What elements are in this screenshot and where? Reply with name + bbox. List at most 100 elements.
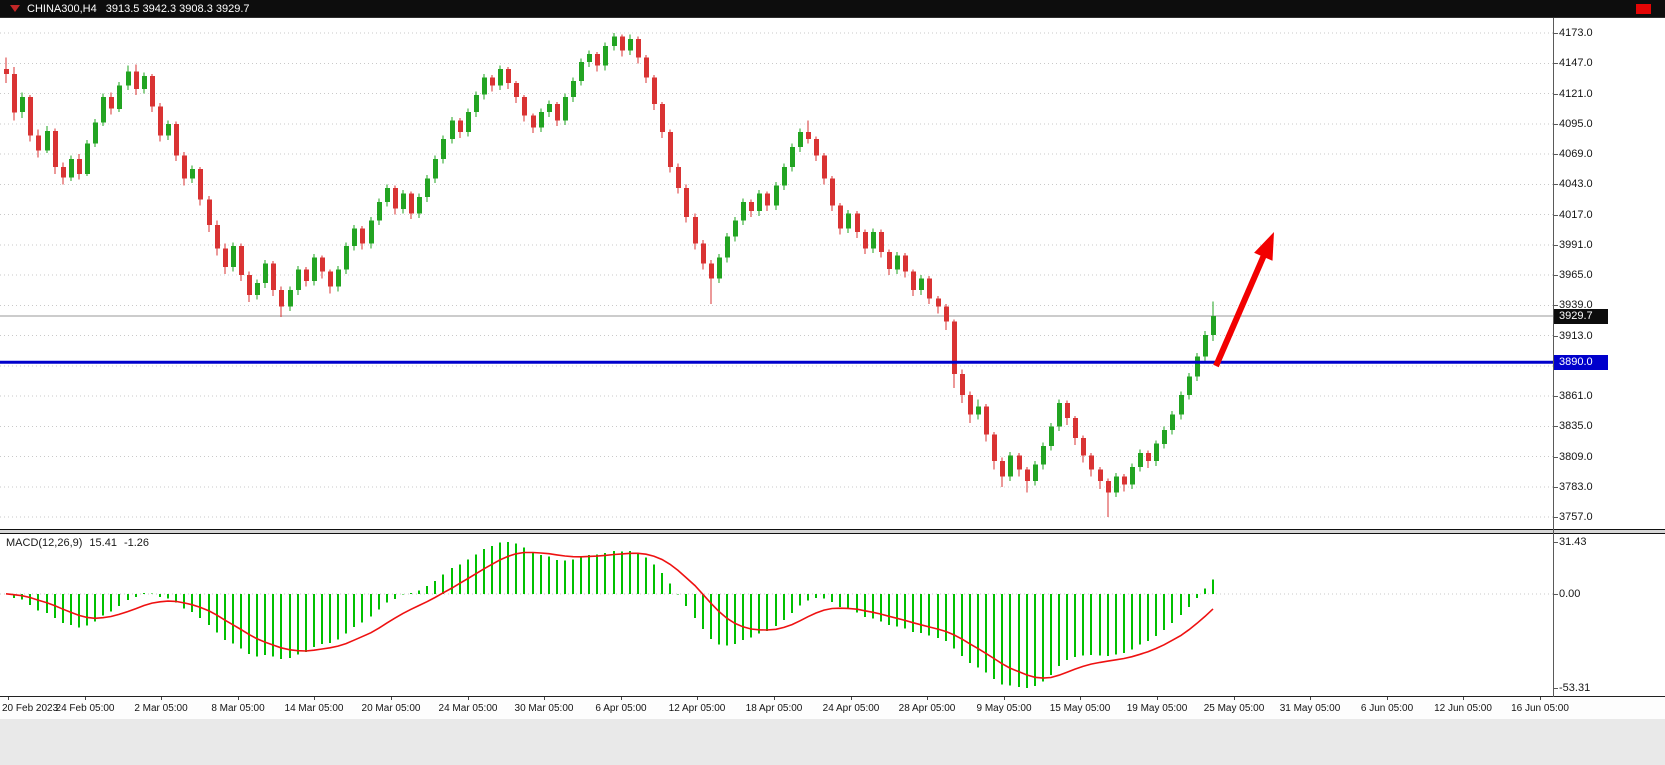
time-axis-label: 24 Feb 05:00: [55, 703, 115, 714]
up-trend-arrow[interactable]: [1213, 232, 1274, 368]
current-price-tag: 3929.7: [1554, 309, 1608, 324]
price-axis-label: 3913.0: [1559, 330, 1593, 342]
time-axis-label: 6 Apr 05:00: [595, 703, 647, 714]
macd-name-label: MACD(12,26,9): [6, 537, 83, 549]
time-axis-label: 9 May 05:00: [976, 703, 1032, 714]
price-tick: [1553, 215, 1558, 216]
time-axis-label: 25 May 05:00: [1203, 703, 1265, 714]
price-tick: [1553, 94, 1558, 95]
time-axis-label: 19 May 05:00: [1126, 703, 1188, 714]
grid-lines: [0, 32, 1553, 518]
price-tick: [1553, 396, 1558, 397]
price-tick: [1553, 63, 1558, 64]
time-tick: [851, 697, 852, 700]
time-tick: [697, 697, 698, 700]
macd-indicator-label: MACD(12,26,9) 15.41 -1.26: [6, 537, 156, 549]
macd-indicator-panel[interactable]: [0, 534, 1553, 696]
price-axis-label: 4069.0: [1559, 148, 1593, 160]
price-tick: [1553, 426, 1558, 427]
time-tick: [544, 697, 545, 700]
macd-signal-line: [5, 551, 1214, 679]
price-axis-label: 3835.0: [1559, 420, 1593, 432]
time-axis-label: 24 Mar 05:00: [438, 703, 498, 714]
time-axis-label: 14 Mar 05:00: [284, 703, 344, 714]
symbol-dropdown-icon[interactable]: [10, 5, 20, 12]
candlestick-chart[interactable]: [0, 18, 1553, 529]
candles: [4, 33, 1216, 517]
time-tick: [1463, 697, 1464, 700]
time-axis-label: 28 Apr 05:00: [898, 703, 956, 714]
macd-histogram: [13, 542, 1214, 688]
time-axis[interactable]: 20 Feb 2023 24 Feb 05:00 2 Mar 05:00 8 Mar …: [0, 697, 1665, 719]
chart-title-bar: CHINA300,H4 3913.5 3942.3 3908.3 3929.7: [0, 0, 1665, 18]
macd-chart[interactable]: [0, 534, 1553, 696]
time-tick: [927, 697, 928, 700]
time-axis-label: 12 Apr 05:00: [668, 703, 726, 714]
time-axis-label: 20 Feb 2023: [2, 703, 59, 714]
price-axis-label: 4173.0: [1559, 27, 1593, 39]
price-axis-label: 4095.0: [1559, 118, 1593, 130]
price-tick: [1553, 154, 1558, 155]
time-tick: [238, 697, 239, 700]
red-marker-icon[interactable]: [1636, 4, 1651, 14]
macd-tick: [1553, 542, 1558, 543]
price-tick: [1553, 517, 1558, 518]
macd-axis-label: 31.43: [1559, 536, 1587, 548]
time-tick: [774, 697, 775, 700]
time-axis-label: 30 Mar 05:00: [514, 703, 574, 714]
price-tick: [1553, 336, 1558, 337]
time-axis-label: 15 May 05:00: [1049, 703, 1111, 714]
macd-tick: [1553, 594, 1558, 595]
price-tick: [1553, 487, 1558, 488]
price-axis-label: 3783.0: [1559, 481, 1593, 493]
symbol-timeframe-label: CHINA300,H4: [27, 2, 97, 15]
candlestick-chart-panel[interactable]: [0, 18, 1553, 529]
panel-separator[interactable]: [0, 529, 1665, 534]
price-axis-label: 4017.0: [1559, 209, 1593, 221]
time-axis-label: 16 Jun 05:00: [1511, 703, 1569, 714]
time-tick: [1004, 697, 1005, 700]
chart-title: CHINA300,H4 3913.5 3942.3 3908.3 3929.7: [27, 3, 256, 15]
time-axis-label: 6 Jun 05:00: [1360, 703, 1414, 714]
horizontal-line-price-tag: 3890.0: [1554, 355, 1608, 370]
time-tick: [1310, 697, 1311, 700]
time-tick: [468, 697, 469, 700]
time-tick: [161, 697, 162, 700]
time-tick: [391, 697, 392, 700]
panel-separator-bottom: [0, 696, 1665, 697]
time-tick: [1234, 697, 1235, 700]
price-tick: [1553, 184, 1558, 185]
price-axis-label: 4147.0: [1559, 57, 1593, 69]
time-axis-label: 24 Apr 05:00: [822, 703, 880, 714]
price-axis-label: 3965.0: [1559, 269, 1593, 281]
price-tick: [1553, 305, 1558, 306]
price-axis-label: 3861.0: [1559, 390, 1593, 402]
price-tick: [1553, 275, 1558, 276]
time-tick: [1157, 697, 1158, 700]
window-background-strip: [0, 719, 1665, 765]
price-tick: [1553, 457, 1558, 458]
time-axis-label: 31 May 05:00: [1279, 703, 1341, 714]
time-axis-label: 18 Apr 05:00: [745, 703, 803, 714]
time-tick: [1387, 697, 1388, 700]
price-axis-label: 4121.0: [1559, 88, 1593, 100]
macd-tick: [1553, 688, 1558, 689]
macd-signal-value: -1.26: [123, 537, 150, 549]
time-tick: [1080, 697, 1081, 700]
price-axis-label: 4043.0: [1559, 178, 1593, 190]
price-tick: [1553, 33, 1558, 34]
time-tick: [621, 697, 622, 700]
time-axis-label: 20 Mar 05:00: [361, 703, 421, 714]
macd-main-value: 15.41: [89, 537, 117, 549]
price-axis-label: 3991.0: [1559, 239, 1593, 251]
price-tick: [1553, 245, 1558, 246]
price-axis-border: [1553, 18, 1554, 697]
time-tick: [1540, 697, 1541, 700]
time-tick: [8, 697, 9, 700]
time-tick: [85, 697, 86, 700]
ohlc-values-label: 3913.5 3942.3 3908.3 3929.7: [105, 2, 250, 15]
time-axis-label: 2 Mar 05:00: [134, 703, 188, 714]
time-axis-label: 8 Mar 05:00: [211, 703, 265, 714]
price-axis-label: 3809.0: [1559, 451, 1593, 463]
